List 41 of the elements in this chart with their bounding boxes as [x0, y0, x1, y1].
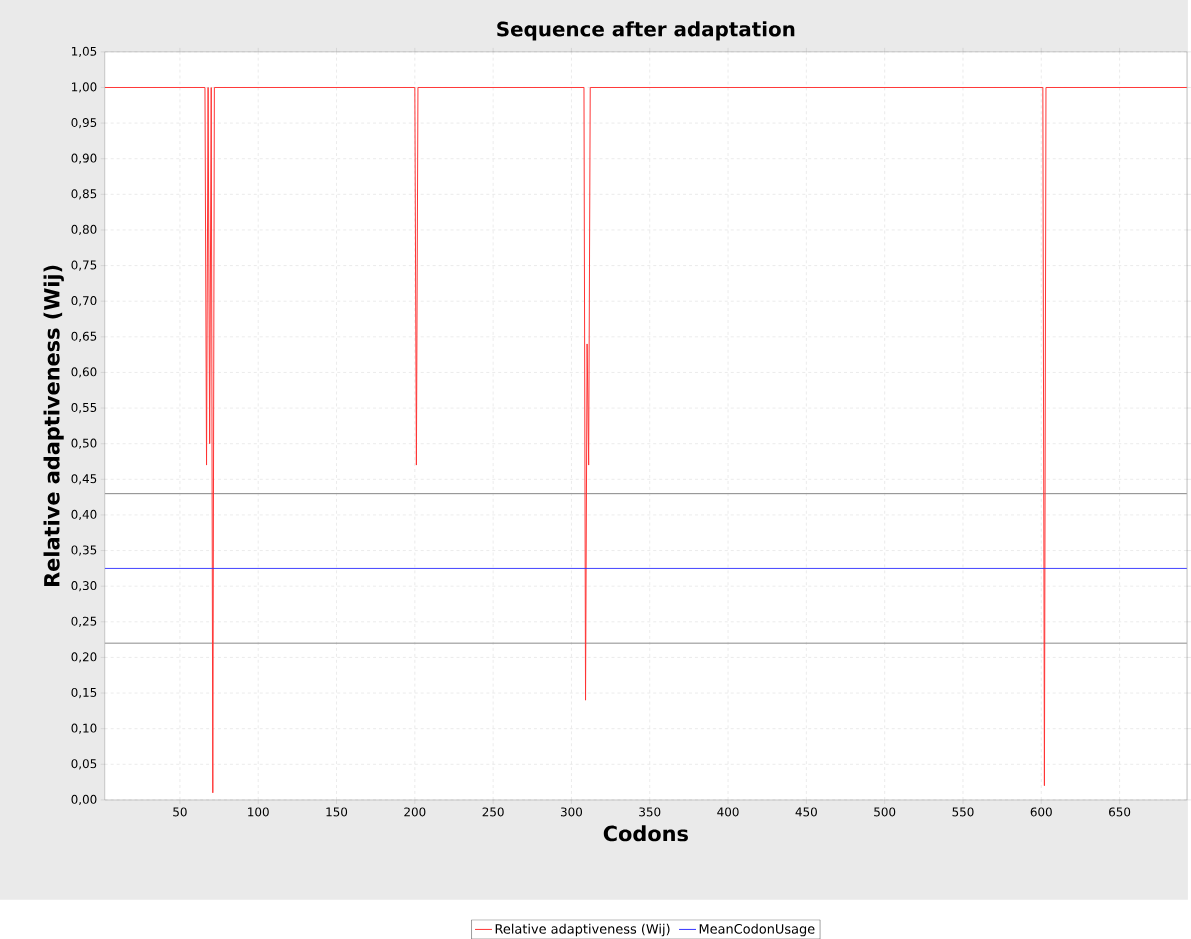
y-tick-label: 0,20: [71, 652, 97, 663]
legend-label: Relative adaptiveness (Wij): [495, 923, 670, 937]
x-tick-label: 200: [404, 807, 426, 817]
y-axis-title: Relative adaptiveness (Wij): [43, 265, 64, 586]
legend-label: MeanCodonUsage: [699, 923, 815, 937]
y-tick-label: 0,85: [71, 189, 97, 200]
y-tick-label: 0,35: [71, 545, 97, 556]
x-tick-label: 400: [717, 807, 739, 817]
x-tick-label: 300: [560, 807, 583, 817]
y-tick-label: 0,75: [71, 260, 97, 271]
y-tick-label: 0,60: [71, 367, 97, 378]
y-tick-label: 0,25: [71, 616, 97, 627]
y-tick-label: 0,40: [71, 509, 97, 520]
y-tick-label: 0,90: [71, 153, 97, 164]
y-tick-label: 0,05: [71, 759, 97, 770]
x-axis-title: Codons: [603, 825, 688, 842]
x-tick-label: 350: [639, 807, 661, 817]
y-tick-label: 0,45: [71, 474, 97, 485]
x-tick-label: 250: [482, 807, 504, 817]
x-tick-label: 150: [326, 807, 348, 817]
y-tick-label: 0,30: [71, 580, 97, 592]
y-tick-label: 1,00: [72, 82, 97, 93]
y-tick-label: 0,65: [71, 331, 97, 342]
x-tick-label: 600: [1030, 807, 1052, 817]
y-tick-label: 1,05: [72, 46, 97, 57]
x-tick-label: 650: [1109, 807, 1131, 817]
x-tick-label: 550: [952, 807, 974, 817]
x-tick-label: 500: [874, 807, 896, 817]
y-tick-label: 0,15: [71, 687, 97, 699]
x-tick-label: 50: [173, 807, 187, 817]
y-tick-label: 0,10: [71, 723, 97, 734]
y-tick-label: 0,70: [71, 295, 97, 307]
y-tick-label: 0,50: [71, 438, 97, 449]
y-tick-label: 0,00: [71, 794, 97, 805]
x-tick-label: 100: [248, 807, 269, 817]
chart-title: Sequence after adaptation: [497, 21, 795, 41]
y-tick-label: 0,95: [71, 117, 97, 129]
y-tick-label: 0,55: [71, 402, 97, 414]
y-tick-label: 0,80: [71, 224, 97, 235]
x-tick-label: 450: [795, 807, 817, 817]
line-series: [104, 86, 1187, 794]
